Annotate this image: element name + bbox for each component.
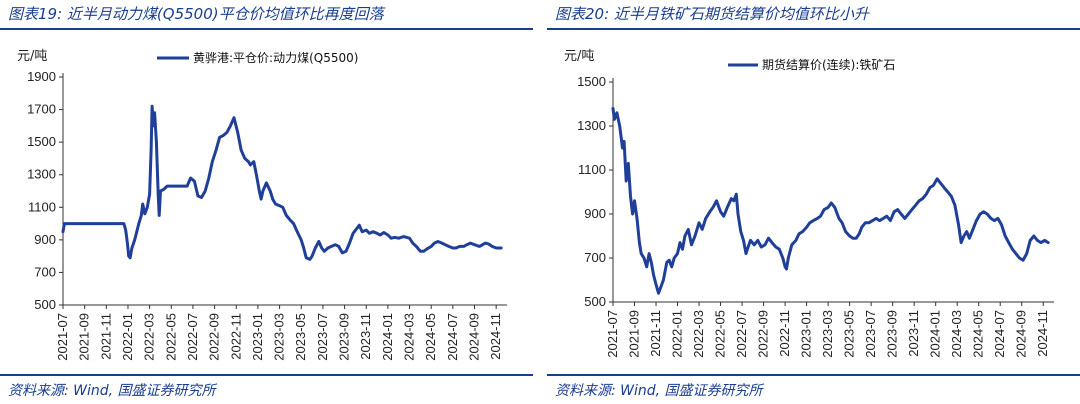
x-tick-label: 2022-07 (734, 310, 749, 358)
x-tick-label: 2022-03 (691, 310, 706, 358)
legend-label: 期货结算价(连续):铁矿石 (762, 57, 895, 72)
y-tick-label: 700 (34, 264, 56, 279)
y-tick-label: 1500 (27, 134, 56, 149)
x-tick-label: 2024-05 (423, 313, 438, 361)
y-tick-label: 1300 (577, 118, 606, 133)
x-tick-label: 2021-07 (605, 310, 620, 358)
x-tick-label: 2024-11 (488, 313, 503, 360)
x-tick-label: 2022-09 (207, 313, 222, 361)
series-line (611, 106, 1050, 295)
title-divider (0, 28, 533, 30)
iron-ore-price-chart: 元/吨 500 700 900 1100 1300 1500 2021-07 2021-09 20… (564, 49, 1054, 358)
chart-source: 资料来源: Wind, 国盛证券研究所 (555, 383, 763, 399)
y-tick-label: 900 (584, 206, 606, 221)
legend-label: 黄骅港:平仓价:动力煤(Q5500) (193, 51, 358, 65)
y-axis-unit: 元/吨 (17, 49, 47, 64)
x-tick-label: 2023-09 (337, 313, 352, 361)
x-tick-label: 2021-09 (627, 310, 642, 358)
x-tick-label: 2024-01 (380, 313, 395, 361)
y-tick-label: 500 (34, 297, 56, 312)
x-tick-label: 2022-05 (713, 310, 728, 358)
y-tick-label: 700 (584, 250, 606, 265)
x-tick-label: 2022-05 (163, 313, 178, 361)
chart-title: 图表20: 近半月铁矿石期货结算价均值环比小升 (555, 5, 869, 23)
x-tick-label: 2021-07 (55, 313, 70, 361)
x-tick-label: 2022-11 (228, 313, 243, 360)
x-tick-label: 2023-05 (293, 313, 308, 361)
y-tick-label: 1300 (27, 167, 56, 182)
y-tick-label: 1900 (27, 69, 56, 84)
x-tick-label: 2023-05 (842, 310, 857, 358)
x-tick-label: 2024-07 (992, 310, 1007, 358)
y-tick-label: 500 (584, 294, 606, 309)
y-tick-label: 1100 (578, 162, 606, 177)
chart-panel-right: 图表20: 近半月铁矿石期货结算价均值环比小升 元/吨 500 700 900 1100… (547, 0, 1080, 404)
x-tick-label: 2024-09 (1014, 310, 1029, 358)
x-tick-label: 2022-07 (185, 313, 200, 361)
y-tick-label: 1500 (577, 74, 606, 89)
x-tick-label: 2024-03 (402, 313, 417, 361)
x-tick-label: 2021-09 (77, 313, 92, 361)
x-tick-label: 2023-03 (272, 313, 287, 361)
x-tick-label: 2024-03 (949, 310, 964, 358)
x-tick-label: 2024-01 (928, 310, 943, 358)
chart-source: 资料来源: Wind, 国盛证券研究所 (8, 383, 216, 399)
x-tick-label: 2023-11 (358, 313, 373, 360)
x-tick-label: 2022-01 (670, 310, 685, 358)
chart-title: 图表19: 近半月动力煤(Q5500)平仓价均值环比再度回落 (8, 5, 384, 23)
x-tick-label: 2023-11 (906, 310, 921, 357)
x-tick-label: 2024-11 (1035, 310, 1050, 357)
x-tick-label: 2023-01 (250, 313, 265, 361)
x-tick-label: 2023-07 (863, 310, 878, 358)
y-axis-unit: 元/吨 (564, 49, 594, 64)
x-tick-label: 2022-11 (777, 310, 792, 357)
coal-price-chart: 元/吨 500 700 900 1100 1300 1500 1700 1900 2021-07 2… (17, 49, 507, 361)
x-tick-label: 2023-07 (315, 313, 330, 361)
x-tick-label: 2024-07 (445, 313, 460, 361)
y-tick-label: 1700 (27, 102, 56, 117)
x-tick-label: 2022-09 (756, 310, 771, 358)
series-line (61, 104, 503, 261)
chart-panel-left: 图表19: 近半月动力煤(Q5500)平仓价均值环比再度回落 元/吨 500 700… (0, 0, 533, 404)
x-tick-label: 2024-05 (971, 310, 986, 358)
x-tick-label: 2023-03 (820, 310, 835, 358)
x-tick-label: 2021-11 (648, 310, 663, 357)
y-tick-label: 900 (34, 232, 56, 247)
y-tick-label: 1100 (28, 199, 56, 214)
x-tick-label: 2022-03 (142, 313, 157, 361)
x-tick-label: 2023-09 (885, 310, 900, 358)
x-tick-label: 2023-01 (799, 310, 814, 358)
source-divider (547, 374, 1080, 376)
x-tick-label: 2022-01 (120, 313, 135, 361)
x-tick-label: 2021-11 (98, 313, 113, 360)
source-divider (0, 374, 533, 376)
x-tick-label: 2024-09 (467, 313, 482, 361)
title-divider (547, 28, 1080, 30)
